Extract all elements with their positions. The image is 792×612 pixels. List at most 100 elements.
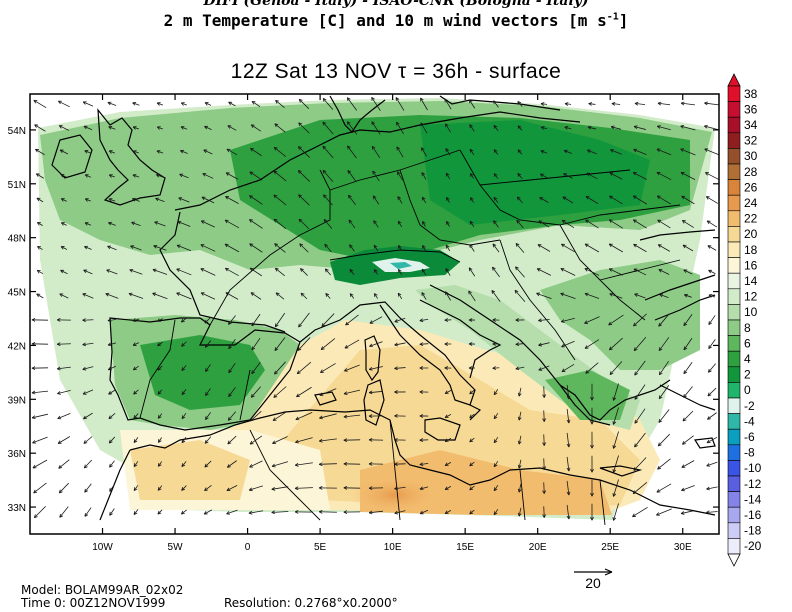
colorbar-label: 22 [744, 212, 758, 226]
wind-arrow [228, 387, 236, 398]
wind-arrow [680, 171, 696, 181]
wind-arrow [656, 148, 672, 156]
colorbar-label: 24 [744, 196, 758, 210]
wind-arrow [633, 268, 647, 276]
colorbar-label: -4 [744, 414, 755, 428]
wind-arrow [181, 461, 187, 468]
wind-arrow [542, 506, 546, 518]
wind-arrow [205, 388, 211, 397]
wind-arrow [493, 412, 499, 420]
colorbar-label: -10 [744, 461, 762, 475]
wind-arrow [706, 436, 718, 444]
wind-arrow [444, 462, 452, 467]
wind-arrow [538, 220, 550, 228]
wind-arrow [658, 409, 670, 423]
colorbar-label: -16 [744, 508, 762, 522]
wind-arrow [682, 410, 694, 422]
wind-arrow [536, 268, 552, 276]
wind-arrow [368, 486, 383, 490]
wind-arrow [469, 389, 475, 395]
wind-arrow [250, 386, 262, 398]
wind-arrow [31, 366, 49, 371]
wind-arrow [133, 485, 139, 492]
wind-arrow [561, 243, 575, 253]
wind-arrow [542, 458, 546, 470]
wind-arrow [109, 484, 115, 492]
wind-arrow [344, 339, 360, 349]
wind-arrow [109, 508, 115, 516]
wind-arrow [656, 508, 672, 516]
field-title: 2 m Temperature [C] and 10 m wind vector… [0, 11, 792, 30]
wind-arrow [33, 99, 47, 109]
wind-arrow [203, 149, 213, 155]
colorbar-label: 16 [744, 258, 758, 272]
wind-arrow [609, 361, 623, 376]
colorbar-label: -14 [744, 492, 762, 506]
wind-arrow [566, 384, 571, 400]
wind-arrow [397, 196, 403, 204]
wind-arrow [181, 388, 187, 396]
wind-arrow [590, 455, 594, 473]
wind-arrow [179, 173, 189, 179]
wind-arrow [200, 220, 215, 228]
wind-arrow [56, 366, 71, 371]
wind-arrow [681, 220, 694, 228]
wind-arrow [133, 509, 139, 515]
wind-arrow [204, 316, 212, 324]
wind-arrow [157, 365, 163, 371]
wind-arrow [271, 510, 289, 515]
wind-arrow [343, 389, 361, 396]
wind-arrow [152, 292, 168, 300]
wind-arrow [205, 412, 211, 420]
wind-arrow [205, 364, 211, 372]
wind-arrow [107, 245, 117, 251]
lon-label: 0 [245, 542, 251, 553]
wind-arrow [157, 437, 163, 443]
wind-arrow [492, 342, 500, 346]
wind-arrow [680, 124, 696, 131]
wind-arrow [202, 173, 214, 179]
colorbar-label: -18 [744, 524, 762, 538]
wind-arrow [683, 386, 693, 398]
wind-arrow [176, 292, 192, 300]
colorbar-label: 30 [744, 149, 758, 163]
wind-arrow [394, 366, 406, 371]
colorbar-label: -6 [744, 430, 755, 444]
wind-arrow [707, 412, 717, 420]
wind-arrow [706, 510, 718, 515]
wind-arrow [251, 361, 261, 375]
wind-arrow [249, 435, 263, 445]
colorbar-label: 38 [744, 87, 758, 101]
wind-arrow [132, 318, 140, 322]
wind-arrow [540, 102, 548, 106]
wind-arrow [632, 506, 648, 518]
wind-arrow [682, 435, 694, 445]
wind-arrow [133, 389, 139, 395]
lat-label: 39N [8, 395, 26, 406]
wind-arrow [588, 102, 596, 106]
wind-arrow [444, 486, 452, 491]
wind-arrow [318, 438, 337, 443]
wind-arrow [705, 196, 718, 204]
wind-arrow [106, 269, 118, 275]
wind-arrow [133, 461, 139, 468]
wind-arrow [515, 266, 525, 278]
lon-label: 10E [384, 542, 402, 553]
wind-arrow [446, 197, 450, 203]
colorbar-swatch [727, 460, 741, 477]
wind-arrow [272, 411, 288, 421]
wind-arrow [349, 268, 355, 275]
wind-arrow [633, 148, 647, 155]
wind-arrow [396, 146, 404, 158]
wind-arrow [226, 460, 237, 468]
wind-arrow [634, 384, 646, 400]
wind-arrow [493, 196, 499, 204]
wind-arrow [469, 413, 475, 419]
wind-arrow [656, 171, 672, 181]
wind-arrow [682, 244, 694, 252]
colorbar-swatch [727, 288, 741, 305]
wind-arrow [468, 366, 476, 370]
wind-arrow [632, 172, 647, 180]
wind-arrow [322, 145, 334, 159]
wind-arrow [659, 293, 669, 298]
